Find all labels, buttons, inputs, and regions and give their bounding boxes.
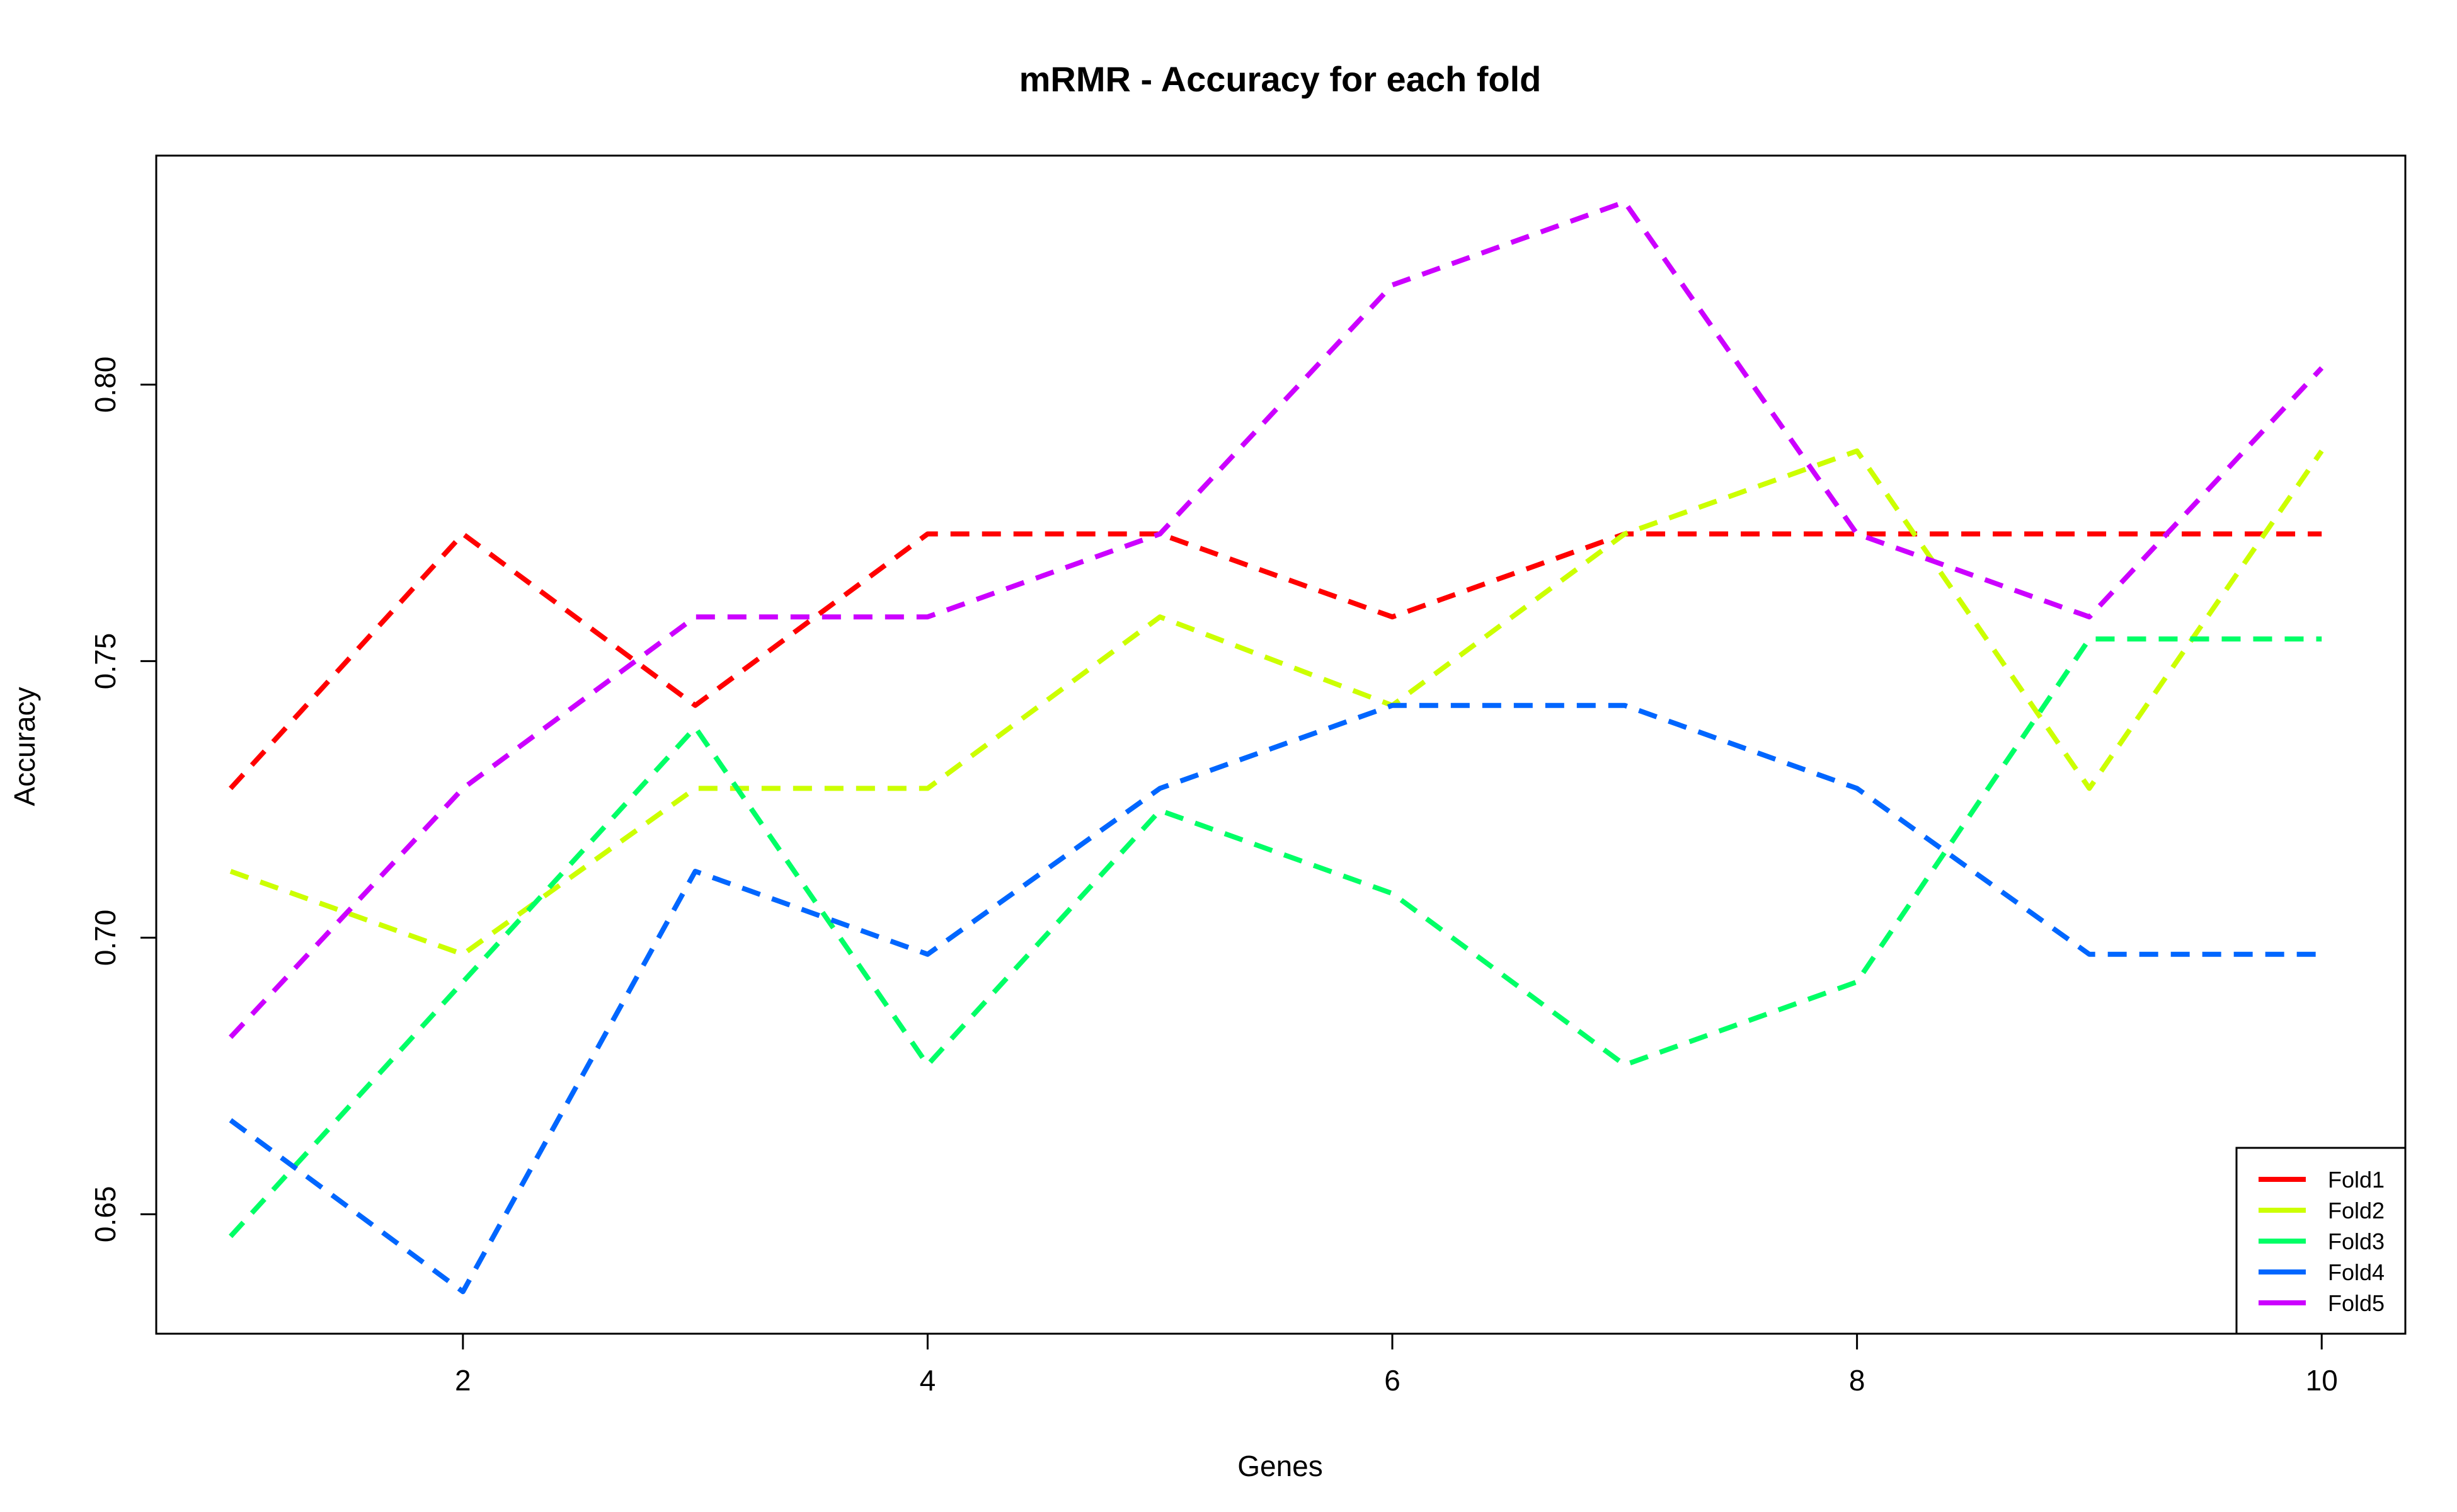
series-lines <box>229 199 2324 1295</box>
chart-title: mRMR - Accuracy for each fold <box>1019 59 1542 99</box>
y-tick-label: 0.70 <box>89 910 122 966</box>
legend-label: Fold2 <box>2328 1198 2385 1223</box>
x-tick-label: 6 <box>1384 1364 1400 1397</box>
series-line-fold2 <box>229 448 2324 957</box>
x-tick-label: 8 <box>1849 1364 1865 1397</box>
series-line-fold5 <box>229 199 2324 1040</box>
axes: 2 4 6 8 10 0.65 0.70 0.75 0.80 <box>89 357 2338 1397</box>
x-tick-label: 4 <box>920 1364 936 1397</box>
legend-label: Fold5 <box>2328 1290 2385 1316</box>
series-line-fold1 <box>229 531 2322 791</box>
y-axis-label: Accuracy <box>8 687 41 806</box>
legend-label: Fold4 <box>2328 1259 2385 1285</box>
y-tick-label: 0.65 <box>89 1186 122 1243</box>
x-tick-label: 10 <box>2306 1364 2338 1397</box>
series-line-fold3 <box>229 636 2322 1239</box>
legend-label: Fold1 <box>2328 1167 2385 1193</box>
legend-label: Fold3 <box>2328 1228 2385 1254</box>
x-axis-label: Genes <box>1237 1450 1323 1482</box>
y-tick-label: 0.80 <box>89 357 122 413</box>
x-tick-label: 2 <box>455 1364 471 1397</box>
legend: Fold1 Fold2 Fold3 Fold4 Fold5 <box>2235 1147 2407 1335</box>
series-line-fold4 <box>229 702 2322 1295</box>
y-tick-label: 0.75 <box>89 633 122 690</box>
plot-frame <box>155 154 2407 1335</box>
